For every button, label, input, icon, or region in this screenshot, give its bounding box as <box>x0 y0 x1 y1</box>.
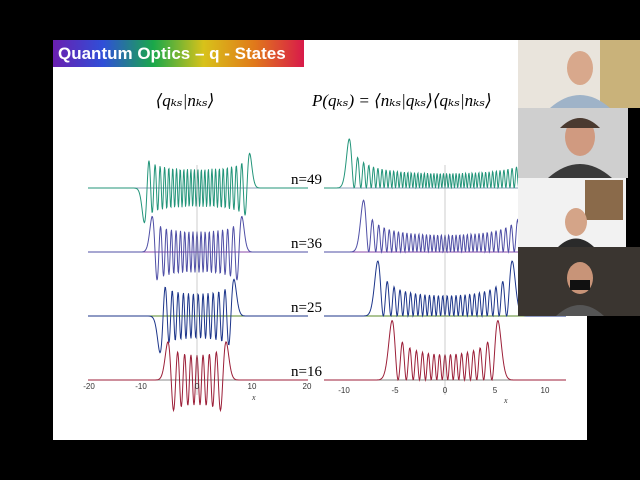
plots: n=49 n=36 n=25 n=16 -20 -10 0 10 20 -10 -5 0 5 10 x x <box>83 138 566 413</box>
formula: P(qₖₛ) = ⟨nₖₛ|qₖₛ⟩⟨qₖₛ|nₖₛ⟩ <box>311 91 492 110</box>
row-label: n=16 <box>291 364 322 380</box>
tick-label: 0 <box>195 382 200 391</box>
wavefunction <box>88 152 308 224</box>
mask <box>570 280 590 290</box>
tick-label: -5 <box>391 386 399 395</box>
participant <box>556 305 604 316</box>
tick-label: -10 <box>135 382 147 391</box>
wavefunction <box>88 278 308 354</box>
tick-label: 10 <box>541 386 550 395</box>
wavefunction <box>88 215 308 281</box>
tick-label: -10 <box>338 386 350 395</box>
video-tiles <box>518 40 640 316</box>
formula: ⟨qₖₛ|nₖₛ⟩ <box>156 91 215 110</box>
tick-label: -20 <box>83 382 95 391</box>
bookshelf <box>585 180 623 220</box>
video-tile <box>600 40 640 108</box>
tick-label: 5 <box>493 386 498 395</box>
participant <box>558 238 594 247</box>
slide <box>53 40 587 440</box>
participant <box>567 51 593 85</box>
title-banner <box>53 40 304 67</box>
tick-label: 10 <box>248 382 257 391</box>
row-label: n=49 <box>291 172 322 188</box>
axis-label: x <box>503 396 508 405</box>
participant <box>548 164 612 178</box>
participant <box>560 118 600 128</box>
wavefunction <box>88 341 308 413</box>
participant <box>550 95 610 108</box>
participant <box>565 208 587 236</box>
slide-title: Quantum Optics – q - States <box>58 44 286 63</box>
axis-label: x <box>251 393 256 402</box>
row-label: n=36 <box>291 236 322 252</box>
row-label: n=25 <box>291 300 322 316</box>
tick-label: 20 <box>303 382 312 391</box>
tick-label: 0 <box>443 386 448 395</box>
